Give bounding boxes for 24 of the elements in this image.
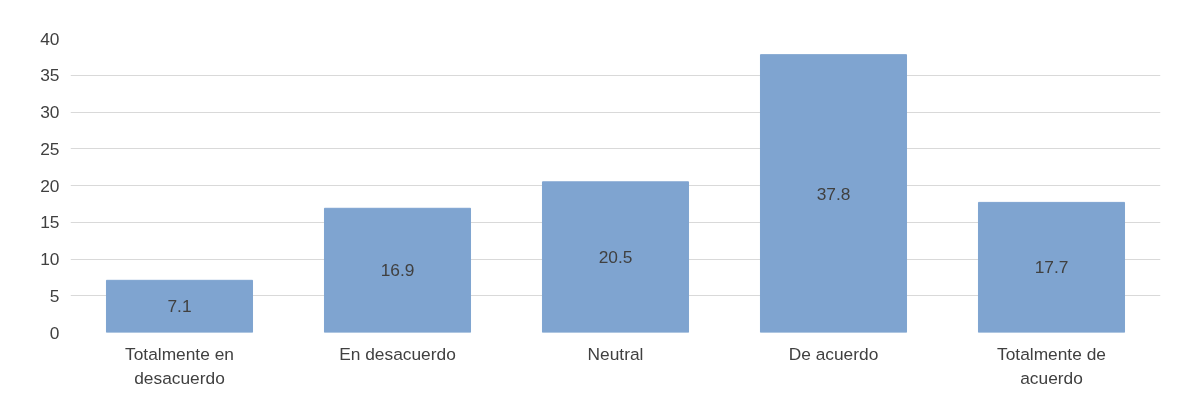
bar (759, 54, 908, 333)
bar (323, 207, 472, 333)
data-label: 20.5 (598, 247, 633, 268)
y-tick-label: 0 (49, 322, 60, 343)
bar (541, 181, 690, 333)
bar (105, 279, 254, 333)
x-tick-label: De acuerdo (788, 343, 879, 364)
x-tick-label: En desacuerdo (339, 343, 456, 364)
y-tick-label: 35 (40, 65, 60, 86)
x-tick-label: Totalmente en desacuerdo (125, 343, 234, 388)
y-tick-label: 15 (40, 212, 60, 233)
y-tick-label: 25 (40, 138, 60, 159)
y-tick-label: 10 (40, 249, 60, 269)
x-tick-label: Totalmente de acuerdo (997, 343, 1106, 388)
y-tick-label: 20 (40, 175, 60, 196)
y-tick-label: 40 (40, 28, 60, 49)
data-label: 37.8 (816, 183, 851, 204)
bar (977, 201, 1126, 333)
data-label: 17.7 (1034, 257, 1069, 278)
x-tick-label: Neutral (587, 343, 644, 364)
data-label: 7.1 (167, 296, 192, 317)
data-label: 16.9 (380, 260, 415, 281)
y-tick-label: 30 (40, 102, 60, 122)
y-tick-label: 5 (49, 285, 60, 306)
